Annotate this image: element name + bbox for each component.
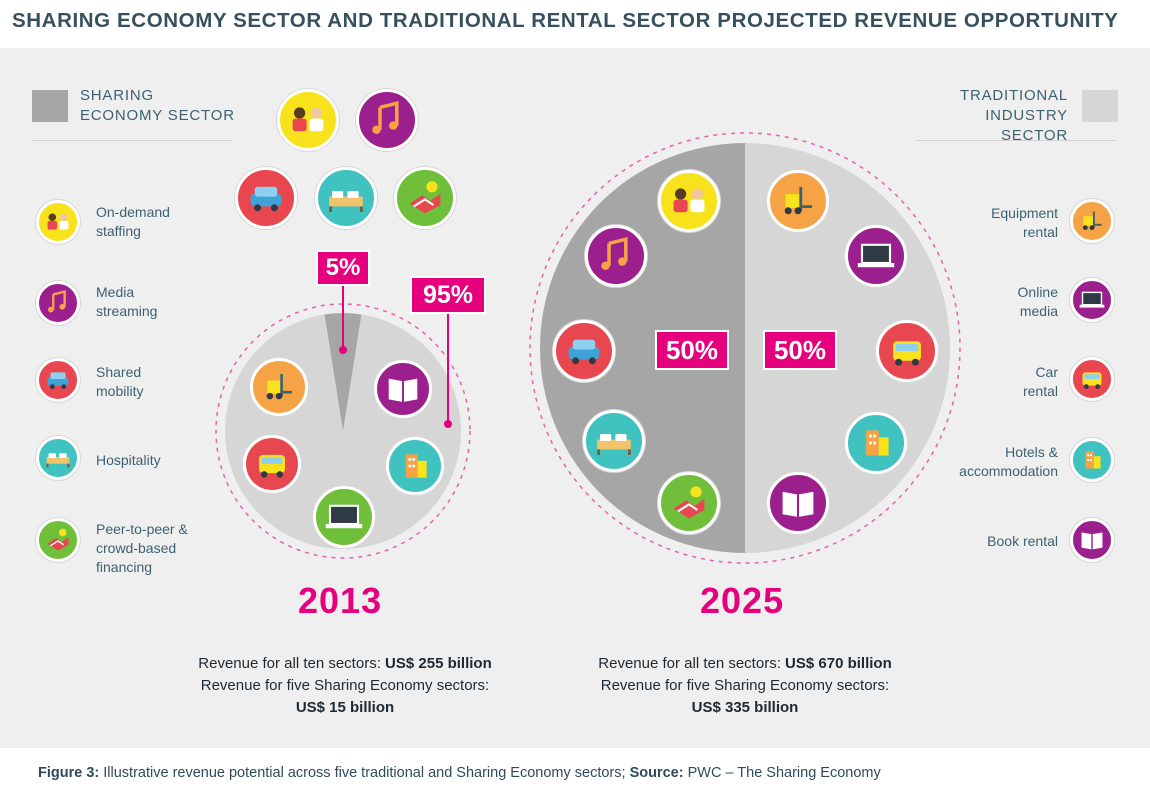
pie-2025-dashed-ring: [529, 132, 961, 564]
figure-caption: Figure 3: Illustrative revenue potential…: [38, 765, 881, 781]
revenue-2025-line1: Revenue for all ten sectors: US$ 670 bil…: [598, 655, 892, 672]
legend-hotel-icon: [1070, 438, 1114, 482]
legend-handshake-icon: [36, 518, 80, 562]
traditional-sector-title: TRADITIONAL INDUSTRY SECTOR: [960, 87, 1068, 144]
legend-forklift-icon: [1070, 199, 1114, 243]
callout-95-dot: [444, 420, 452, 428]
revenue-2013-line2: Revenue for five Sharing Economy sectors…: [200, 677, 490, 694]
legend-handshake-label: Peer-to-peer & crowd-based financing: [96, 521, 188, 575]
pie2025-bed-icon: [583, 410, 645, 472]
top-car-icon: [235, 167, 297, 229]
pie2025-laptop-icon: [845, 225, 907, 287]
sharing-sector-title: SHARING ECONOMY SECTOR: [80, 87, 235, 124]
pie2013-book-icon: [374, 360, 432, 418]
legend-book-label: Book rental: [987, 533, 1058, 549]
pie2025-car-icon: [553, 320, 615, 382]
top-staffing-icon: [277, 89, 339, 151]
traditional-sector-swatch: [1082, 90, 1118, 122]
legend-bed-label: Hospitality: [96, 452, 161, 468]
top-bed-icon: [315, 167, 377, 229]
pie2013-sharing-slice: [324, 313, 362, 431]
pct-2025-sharing: 50%: [655, 330, 729, 370]
page-title: SHARING ECONOMY SECTOR AND TRADITIONAL R…: [12, 9, 1119, 32]
revenue-2025-line2: Revenue for five Sharing Economy sectors…: [600, 677, 890, 694]
pie2025-book-icon: [767, 472, 829, 534]
pie2025-staffing-icon: [658, 170, 720, 232]
right-divider: [916, 140, 1116, 141]
legend-car-label: Shared mobility: [96, 364, 144, 399]
year-2025: 2025: [700, 580, 785, 621]
pie2025-handshake-icon: [658, 472, 720, 534]
pie2025-music-icon: [585, 225, 647, 287]
top-handshake-icon: [394, 167, 456, 229]
revenue-2013: Revenue for all ten sectors: US$ 255 bil…: [150, 653, 540, 719]
revenue-2025-line3: US$ 335 billion: [691, 699, 799, 716]
legend-music-icon: [36, 281, 80, 325]
pct-2013-traditional: 95%: [410, 276, 486, 314]
pct-2025-traditional: 50%: [763, 330, 837, 370]
legend-laptop-icon: [1070, 278, 1114, 322]
pie2025-forklift-icon: [767, 170, 829, 232]
year-2013: 2013: [298, 580, 383, 621]
legend-laptop-label: Online media: [1017, 284, 1058, 319]
pie2025-hotel-icon: [845, 412, 907, 474]
legend-car-icon: [36, 358, 80, 402]
left-divider: [32, 140, 232, 141]
revenue-2013-line1: Revenue for all ten sectors: US$ 255 bil…: [198, 655, 492, 672]
pie2013-forklift-icon: [250, 358, 308, 416]
revenue-2013-line3: US$ 15 billion: [295, 699, 395, 716]
pct-2013-sharing: 5%: [316, 250, 370, 286]
legend-car-rental-label: Car rental: [1022, 364, 1058, 399]
sharing-sector-swatch: [32, 90, 68, 122]
legend-hotel-label: Hotels & accommodation: [959, 444, 1058, 479]
title-bar: SHARING ECONOMY SECTOR AND TRADITIONAL R…: [0, 0, 1150, 44]
callout-5-dot: [339, 346, 347, 354]
legend-forklift-label: Equipment rental: [991, 205, 1058, 240]
pie-2013-dashed-ring: [215, 303, 471, 559]
pie2013-car-rental-icon: [243, 435, 301, 493]
pie2013-hotel-icon: [386, 437, 444, 495]
pie2025-car-rental-icon: [876, 320, 938, 382]
top-music-icon: [356, 89, 418, 151]
caption-area: [0, 750, 1150, 793]
revenue-2025: Revenue for all ten sectors: US$ 670 bil…: [550, 653, 940, 719]
legend-staffing-label: On-demand staffing: [96, 204, 170, 239]
legend-bed-icon: [36, 436, 80, 480]
legend-car-rental-icon: [1070, 357, 1114, 401]
legend-staffing-icon: [36, 200, 80, 244]
legend-music-label: Media streaming: [96, 284, 158, 319]
legend-book-icon: [1070, 518, 1114, 562]
pie2013-laptop-icon: [313, 486, 375, 548]
